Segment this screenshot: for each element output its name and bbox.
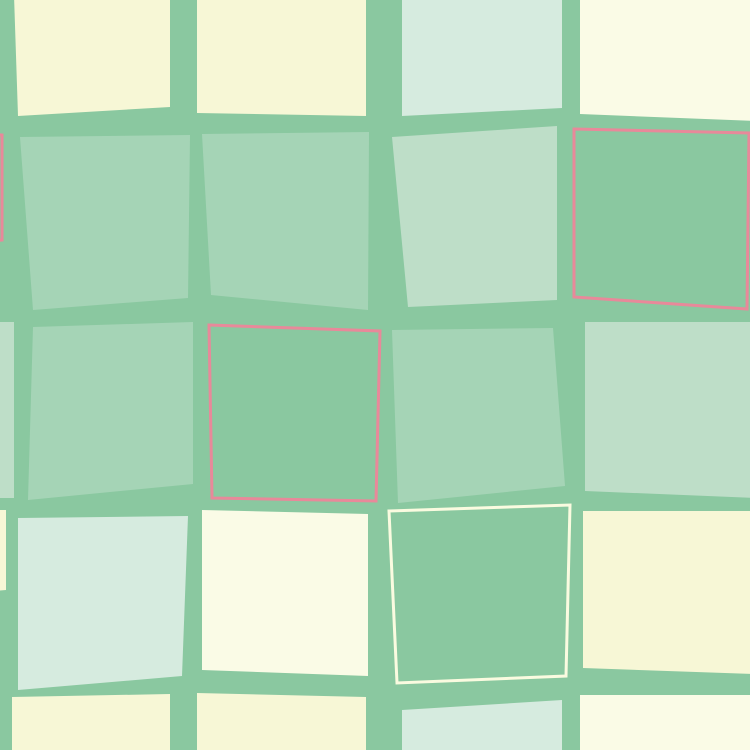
tile — [12, 694, 170, 750]
outlined-tile — [572, 127, 750, 311]
tile — [402, 0, 562, 116]
tile — [28, 322, 193, 500]
tile — [583, 511, 750, 674]
tile — [392, 328, 565, 503]
tile — [580, 0, 750, 121]
tile — [197, 0, 366, 116]
tile — [20, 135, 190, 310]
tile — [585, 322, 750, 498]
tile — [0, 510, 6, 591]
outlined-tile — [0, 133, 4, 242]
tile — [392, 126, 557, 307]
tile — [14, 0, 170, 116]
outlined-tile — [207, 323, 382, 503]
tile — [197, 693, 366, 750]
tile — [202, 132, 369, 310]
tile — [402, 700, 562, 750]
tile — [580, 695, 750, 750]
tile — [18, 516, 188, 690]
outlined-tile — [387, 503, 572, 685]
tile — [202, 510, 368, 676]
tile — [0, 322, 14, 498]
